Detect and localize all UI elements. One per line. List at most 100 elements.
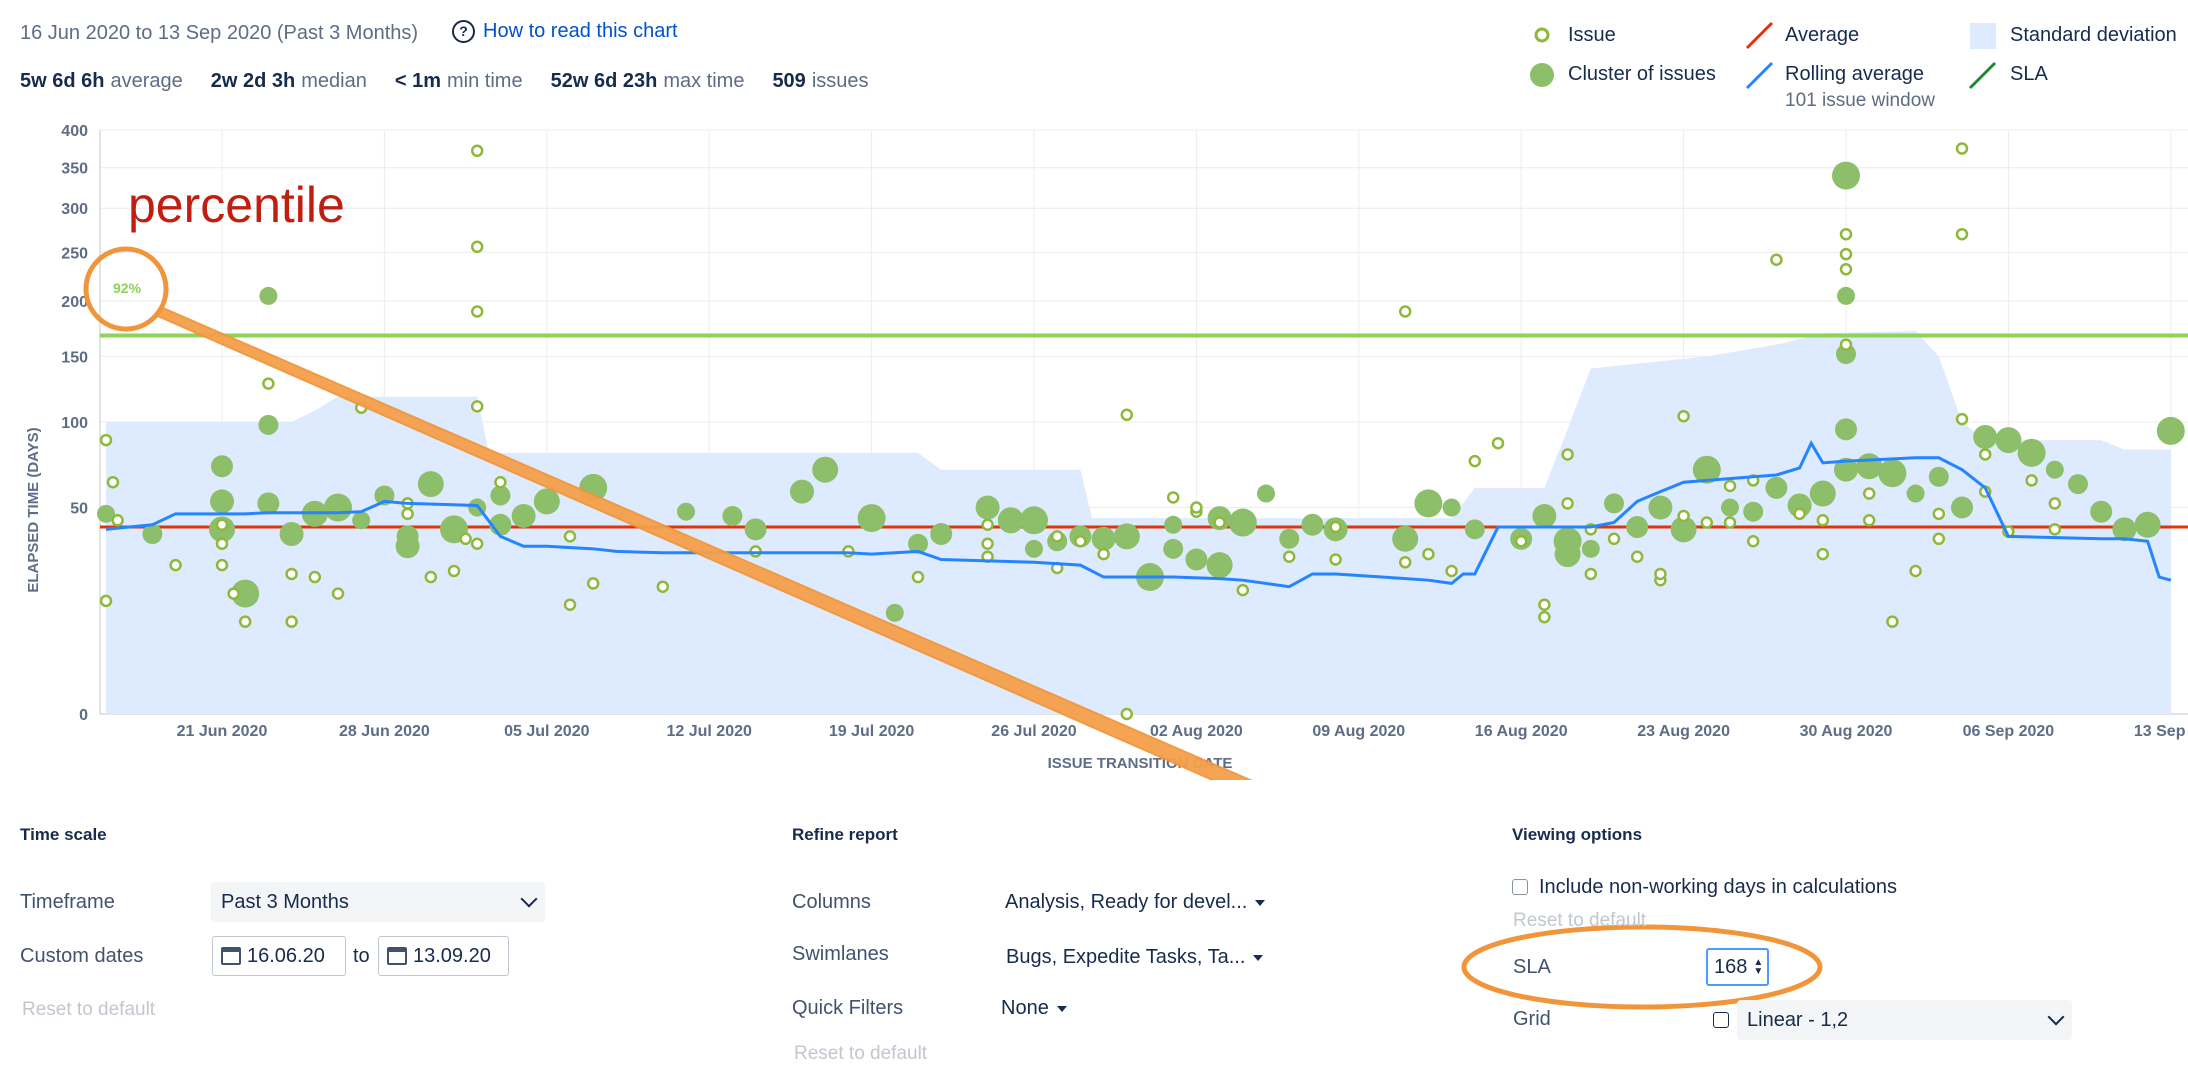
cluster-point xyxy=(97,504,115,523)
cluster-point xyxy=(1279,528,1300,549)
cluster-point xyxy=(975,495,1000,520)
to-date-input[interactable]: 13.09.20 xyxy=(378,936,509,976)
calendar-icon xyxy=(221,947,241,965)
x-tick-label: 28 Jun 2020 xyxy=(339,723,430,740)
cluster-point xyxy=(1163,538,1184,559)
y-axis-label: ELAPSED TIME (DAYS) xyxy=(25,427,42,592)
grid-scale-value: Linear - 1,2 xyxy=(1747,1008,1849,1031)
timeframe-select[interactable]: Past 3 Months xyxy=(211,882,545,922)
issue-point xyxy=(1862,514,1876,527)
legend-cluster-marker xyxy=(1530,63,1554,87)
swimlanes-dropdown[interactable]: Bugs, Expedite Tasks, Ta... xyxy=(1006,946,1264,969)
issue-point xyxy=(1097,547,1110,561)
cluster-point xyxy=(1164,515,1183,534)
time-scale-reset-link[interactable]: Reset to default xyxy=(22,999,156,1020)
y-tick-label: 100 xyxy=(61,415,88,432)
cluster-point xyxy=(1392,525,1419,552)
issue-point xyxy=(1329,553,1342,566)
sla-percent-label: 92% xyxy=(113,280,142,296)
cluster-point xyxy=(2156,416,2185,445)
cluster-point xyxy=(1206,552,1233,579)
issue-point xyxy=(1166,491,1180,504)
issue-point xyxy=(1607,532,1621,546)
stat-issues: 509 issues xyxy=(772,70,869,92)
issue-point xyxy=(586,577,600,590)
cluster-point xyxy=(533,488,560,515)
standard-deviation-band xyxy=(106,331,2171,714)
grid-checkbox[interactable] xyxy=(1713,1012,1729,1028)
cluster-point xyxy=(1091,526,1116,551)
viewing-reset-link[interactable]: Reset to default xyxy=(1513,910,1647,931)
legend-average-label: Average xyxy=(1785,24,1860,46)
cluster-point xyxy=(1113,523,1140,550)
control-chart[interactable]: 0 50 100 150 200 250 300 350 400 21 Jun 2020 28 J… xyxy=(0,110,2188,780)
issue-point xyxy=(111,514,124,527)
issue-point xyxy=(563,530,577,543)
cluster-point xyxy=(2017,438,2046,467)
y-tick-label: 400 xyxy=(61,123,88,140)
quick-filters-label: Quick Filters xyxy=(792,997,904,1019)
cluster-point xyxy=(2112,517,2137,542)
issue-point xyxy=(1398,556,1412,569)
issue-point xyxy=(424,570,438,584)
cluster-point xyxy=(908,533,928,554)
cluster-point xyxy=(722,505,743,526)
issue-point xyxy=(1120,707,1134,721)
issue-point xyxy=(1746,535,1760,548)
cluster-point xyxy=(1973,424,1998,449)
cluster-point xyxy=(1787,493,1812,518)
date-range-summary: 16 Jun 2020 to 13 Sep 2020 (Past 3 Month… xyxy=(20,22,419,44)
grid-scale-select[interactable]: Linear - 1,2 xyxy=(1737,1000,2072,1040)
caret-down-icon xyxy=(1255,899,1266,906)
how-to-read-link[interactable]: ? How to read this chart xyxy=(452,20,678,43)
issue-point xyxy=(99,433,113,447)
issue-point xyxy=(1630,550,1644,564)
issue-point xyxy=(215,558,229,572)
cluster-point xyxy=(259,286,278,305)
calendar-icon xyxy=(387,947,407,965)
issue-point xyxy=(656,580,670,593)
issue-point xyxy=(1839,247,1853,261)
issue-point xyxy=(459,532,472,546)
cluster-point xyxy=(677,502,695,521)
to-label: to xyxy=(353,945,370,967)
y-axis-tick-labels: 0 50 100 150 200 250 300 350 400 xyxy=(61,123,88,724)
issue-point xyxy=(1538,598,1551,611)
sla-number-input[interactable]: 168 ▲ ▼ xyxy=(1706,948,1769,986)
issue-point xyxy=(1074,535,1087,548)
columns-dropdown[interactable]: Analysis, Ready for devel... xyxy=(1005,891,1266,914)
cluster-point xyxy=(1721,498,1739,517)
x-tick-label: 05 Jul 2020 xyxy=(504,723,590,740)
issue-point xyxy=(1909,564,1922,578)
cluster-point xyxy=(857,504,886,533)
non-working-days-checkbox[interactable] xyxy=(1512,879,1528,895)
x-tick-label: 16 Aug 2020 xyxy=(1475,723,1568,740)
issue-point xyxy=(1398,305,1412,318)
issue-point xyxy=(238,615,252,628)
legend-issue-label: Issue xyxy=(1568,24,1616,46)
issue-point xyxy=(1677,409,1690,423)
chart-legend xyxy=(1530,22,1997,90)
issue-point xyxy=(227,587,240,600)
stepper-arrows-icon[interactable]: ▲ ▼ xyxy=(1753,957,1764,977)
cluster-point xyxy=(490,485,511,506)
quick-filters-dropdown[interactable]: None xyxy=(1001,997,1067,1020)
cluster-point xyxy=(1856,453,1883,480)
issue-point xyxy=(1561,448,1574,461)
y-tick-label: 300 xyxy=(61,201,88,218)
issue-point xyxy=(1654,567,1667,581)
refine-reset-link[interactable]: Reset to default xyxy=(794,1043,928,1064)
cluster-point xyxy=(417,471,444,498)
from-date-input[interactable]: 16.06.20 xyxy=(212,936,346,976)
refine-report-title: Refine report xyxy=(792,825,898,844)
y-tick-label: 200 xyxy=(61,294,88,311)
columns-label: Columns xyxy=(792,891,871,913)
cluster-point xyxy=(1765,476,1788,499)
caret-down-icon xyxy=(1253,954,1264,961)
rolling-average-line xyxy=(105,440,2172,589)
cluster-point xyxy=(1025,539,1043,558)
cluster-point xyxy=(812,456,839,483)
issue-point xyxy=(285,567,298,581)
percentile-highlight-circle xyxy=(83,246,169,332)
cluster-point xyxy=(1834,457,1858,482)
